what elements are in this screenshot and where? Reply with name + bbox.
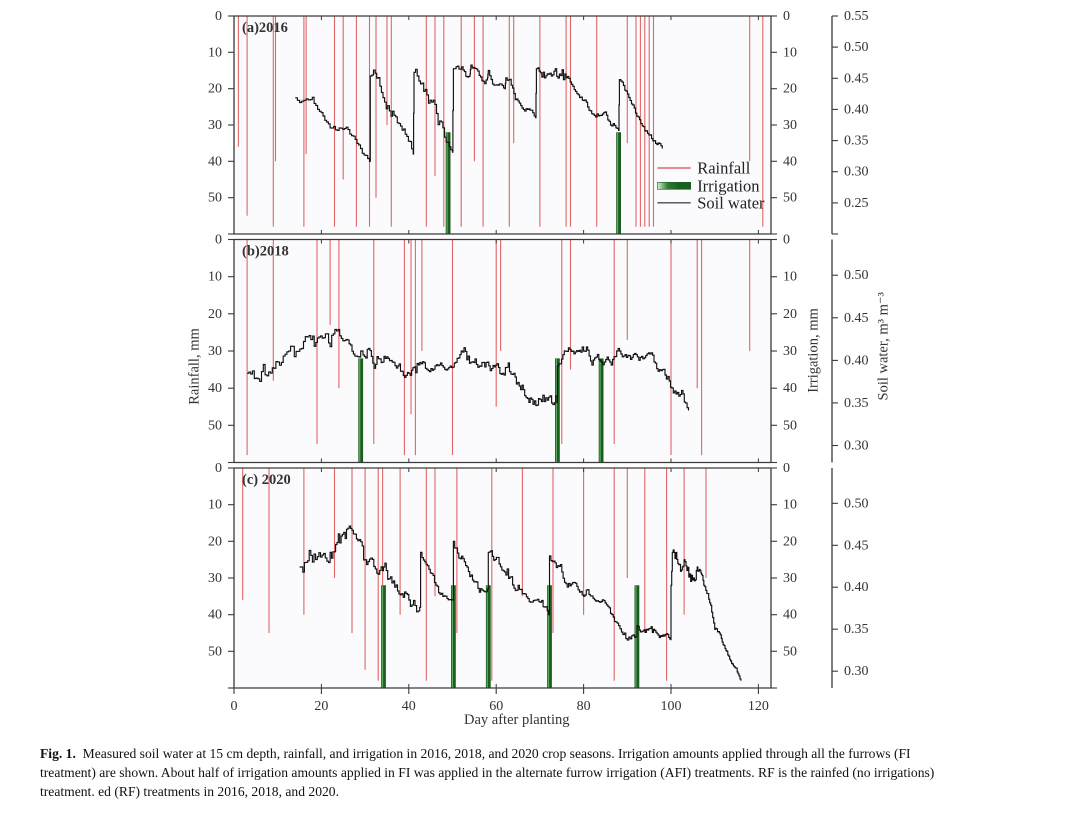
svg-text:0.40: 0.40 <box>844 580 869 595</box>
svg-text:(c) 2020: (c) 2020 <box>242 472 291 488</box>
svg-text:0.50: 0.50 <box>844 496 869 511</box>
svg-text:50: 50 <box>783 191 797 206</box>
svg-text:0: 0 <box>215 233 222 248</box>
svg-text:0.50: 0.50 <box>844 268 869 283</box>
svg-text:0.35: 0.35 <box>844 134 869 149</box>
svg-text:30: 30 <box>208 344 222 359</box>
svg-text:30: 30 <box>783 571 797 586</box>
svg-text:0: 0 <box>783 233 790 248</box>
svg-text:(b)2018: (b)2018 <box>242 244 289 260</box>
svg-text:10: 10 <box>208 270 222 285</box>
svg-text:40: 40 <box>783 154 797 169</box>
svg-text:30: 30 <box>783 344 797 359</box>
svg-text:0: 0 <box>215 461 222 476</box>
svg-text:100: 100 <box>661 699 682 714</box>
svg-text:20: 20 <box>208 307 222 322</box>
svg-text:50: 50 <box>783 644 797 659</box>
svg-text:20: 20 <box>208 82 222 97</box>
svg-text:50: 50 <box>783 418 797 433</box>
svg-text:30: 30 <box>208 118 222 133</box>
svg-text:0: 0 <box>215 9 222 24</box>
svg-text:40: 40 <box>402 699 416 714</box>
svg-text:50: 50 <box>208 418 222 433</box>
svg-text:0: 0 <box>783 461 790 476</box>
svg-text:0.45: 0.45 <box>844 71 869 86</box>
svg-text:0: 0 <box>783 9 790 24</box>
svg-text:50: 50 <box>208 644 222 659</box>
svg-text:10: 10 <box>783 270 797 285</box>
svg-text:10: 10 <box>208 45 222 60</box>
svg-text:10: 10 <box>783 45 797 60</box>
svg-text:30: 30 <box>208 571 222 586</box>
svg-text:0.30: 0.30 <box>844 664 869 679</box>
svg-text:Soil water: Soil water <box>697 193 765 212</box>
svg-text:80: 80 <box>577 699 591 714</box>
svg-text:120: 120 <box>748 699 769 714</box>
svg-text:0.45: 0.45 <box>844 311 869 326</box>
svg-text:50: 50 <box>208 191 222 206</box>
svg-text:40: 40 <box>208 381 222 396</box>
svg-text:0.30: 0.30 <box>844 165 869 180</box>
svg-text:40: 40 <box>208 608 222 623</box>
svg-text:0.50: 0.50 <box>844 40 869 55</box>
svg-text:0.30: 0.30 <box>844 439 869 454</box>
svg-text:20: 20 <box>314 699 328 714</box>
svg-text:20: 20 <box>783 534 797 549</box>
svg-text:10: 10 <box>783 498 797 513</box>
svg-text:0.55: 0.55 <box>844 9 869 24</box>
svg-text:0.40: 0.40 <box>844 102 869 117</box>
svg-text:40: 40 <box>208 154 222 169</box>
svg-text:0: 0 <box>231 699 238 714</box>
svg-text:40: 40 <box>783 608 797 623</box>
svg-text:0.25: 0.25 <box>844 196 869 211</box>
svg-text:30: 30 <box>783 118 797 133</box>
svg-text:20: 20 <box>783 307 797 322</box>
svg-text:20: 20 <box>783 82 797 97</box>
svg-text:0.40: 0.40 <box>844 353 869 368</box>
svg-text:10: 10 <box>208 498 222 513</box>
svg-text:0.35: 0.35 <box>844 622 869 637</box>
svg-text:0.35: 0.35 <box>844 396 869 411</box>
svg-text:40: 40 <box>783 381 797 396</box>
svg-text:0.45: 0.45 <box>844 538 869 553</box>
svg-text:(a)2016: (a)2016 <box>242 20 288 36</box>
svg-text:20: 20 <box>208 534 222 549</box>
svg-text:Rainfall: Rainfall <box>697 159 751 178</box>
